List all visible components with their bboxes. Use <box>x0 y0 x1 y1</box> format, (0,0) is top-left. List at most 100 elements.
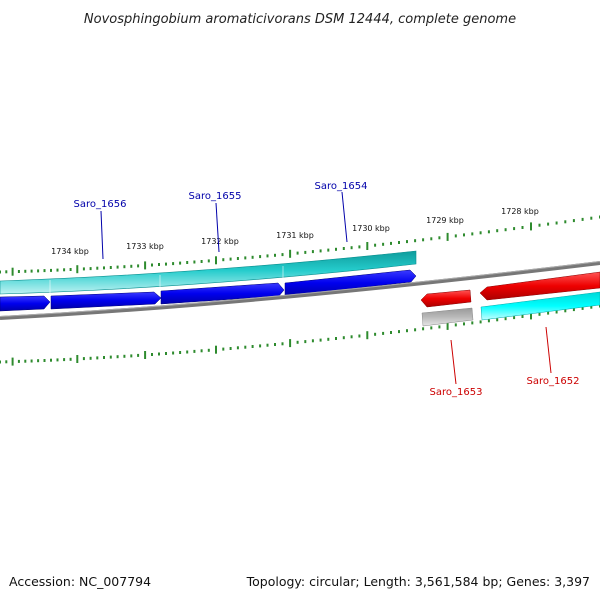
gene-label-saro-1652[interactable]: Saro_1652 <box>527 376 580 387</box>
minor-tick <box>564 220 567 224</box>
inner-tick-track <box>0 304 600 366</box>
genome-backbone-highlight <box>0 261 600 317</box>
accession-text: Accession: NC_007794 <box>9 574 151 589</box>
minor-tick <box>50 358 52 362</box>
minor-tick <box>406 329 408 333</box>
tick-label: 1732 kbp <box>201 237 239 246</box>
tick-label: 1731 kbp <box>276 231 314 240</box>
minor-tick <box>236 346 239 350</box>
minor-tick <box>390 331 392 334</box>
minor-tick <box>521 315 524 318</box>
genome-title: Novosphingobium aromaticivorans DSM 1244… <box>84 12 516 27</box>
minor-tick <box>236 257 239 260</box>
minor-tick <box>572 219 575 223</box>
minor-tick <box>193 349 196 353</box>
minor-tick <box>193 260 196 264</box>
minor-tick <box>5 270 8 274</box>
minor-tick <box>186 350 189 354</box>
minor-tick <box>130 354 133 358</box>
minor-tick <box>504 317 507 321</box>
gene-label-saro-1656[interactable]: Saro_1656 <box>74 199 127 210</box>
gene-label-saro-1655[interactable]: Saro_1655 <box>189 191 242 202</box>
outer-tick-track <box>0 215 600 276</box>
minor-tick <box>327 337 330 341</box>
minor-tick <box>406 240 408 244</box>
minor-tick <box>172 262 175 266</box>
minor-tick <box>335 247 337 251</box>
minor-tick <box>5 360 8 364</box>
minor-tick <box>414 239 417 243</box>
minor-tick <box>422 238 425 242</box>
minor-tick <box>56 268 59 272</box>
minor-tick <box>304 250 307 254</box>
minor-tick <box>43 359 46 362</box>
minor-tick <box>296 340 299 344</box>
minor-tick <box>266 343 269 347</box>
cds-feature <box>0 250 417 295</box>
minor-tick <box>17 359 20 363</box>
genome-summary-text: Topology: circular; Length: 3,561,584 bp… <box>246 574 590 589</box>
minor-tick <box>116 355 119 359</box>
minor-tick <box>43 269 46 273</box>
minor-tick <box>454 323 457 327</box>
minor-tick <box>274 253 276 257</box>
tick-label: 1729 kbp <box>426 216 464 225</box>
gene-arrow-saro-1652[interactable] <box>479 271 600 301</box>
major-tick <box>530 311 532 320</box>
tick-label: 1728 kbp <box>501 207 539 216</box>
major-tick <box>144 351 147 359</box>
minor-tick <box>327 248 330 252</box>
minor-tick <box>304 340 307 344</box>
minor-tick <box>382 242 385 246</box>
major-tick <box>289 339 292 348</box>
minor-tick <box>358 245 361 249</box>
minor-tick <box>172 351 175 355</box>
minor-tick <box>430 326 433 330</box>
minor-tick <box>63 358 66 362</box>
minor-tick <box>414 328 417 332</box>
leader-saro-1652 <box>545 326 552 374</box>
minor-tick <box>350 246 353 250</box>
gene-arrow-saro-1655[interactable] <box>160 282 285 305</box>
major-tick <box>215 256 217 265</box>
minor-tick <box>496 229 499 233</box>
minor-tick <box>259 344 262 348</box>
leader-saro-1656 <box>100 210 104 260</box>
minor-tick <box>137 353 140 357</box>
minor-tick <box>222 258 225 262</box>
minor-tick <box>130 264 133 268</box>
reverse-cds-track <box>421 291 600 327</box>
minor-tick <box>30 359 33 363</box>
minor-tick <box>296 251 299 255</box>
gene-label-saro-1653[interactable]: Saro_1653 <box>430 387 483 398</box>
major-tick <box>366 242 369 250</box>
minor-tick <box>259 255 262 259</box>
forward-gene-track <box>0 269 417 312</box>
major-tick <box>215 345 217 354</box>
gene-arrow-saro-1653[interactable] <box>420 289 472 308</box>
minor-tick <box>158 352 160 356</box>
minor-tick <box>123 265 126 269</box>
cds-feature <box>480 291 600 321</box>
minor-tick <box>69 268 72 271</box>
minor-tick <box>17 270 20 273</box>
minor-tick <box>244 345 247 349</box>
minor-tick <box>471 321 474 325</box>
gene-arrow-saro-1656[interactable] <box>50 291 162 310</box>
minor-tick <box>390 241 392 245</box>
major-tick <box>11 267 14 276</box>
minor-tick <box>438 325 441 329</box>
minor-tick <box>82 267 85 271</box>
minor-tick <box>479 231 482 235</box>
gene-arrow-saro-1654[interactable] <box>284 269 417 297</box>
gene-arrow[interactable] <box>0 295 51 312</box>
minor-tick <box>109 266 112 269</box>
minor-tick <box>179 261 182 265</box>
minor-tick <box>165 262 167 266</box>
minor-tick <box>281 342 284 346</box>
minor-tick <box>521 226 524 229</box>
leader-saro-1655 <box>215 202 220 253</box>
gene-label-saro-1654[interactable]: Saro_1654 <box>315 181 368 192</box>
minor-tick <box>69 357 72 361</box>
